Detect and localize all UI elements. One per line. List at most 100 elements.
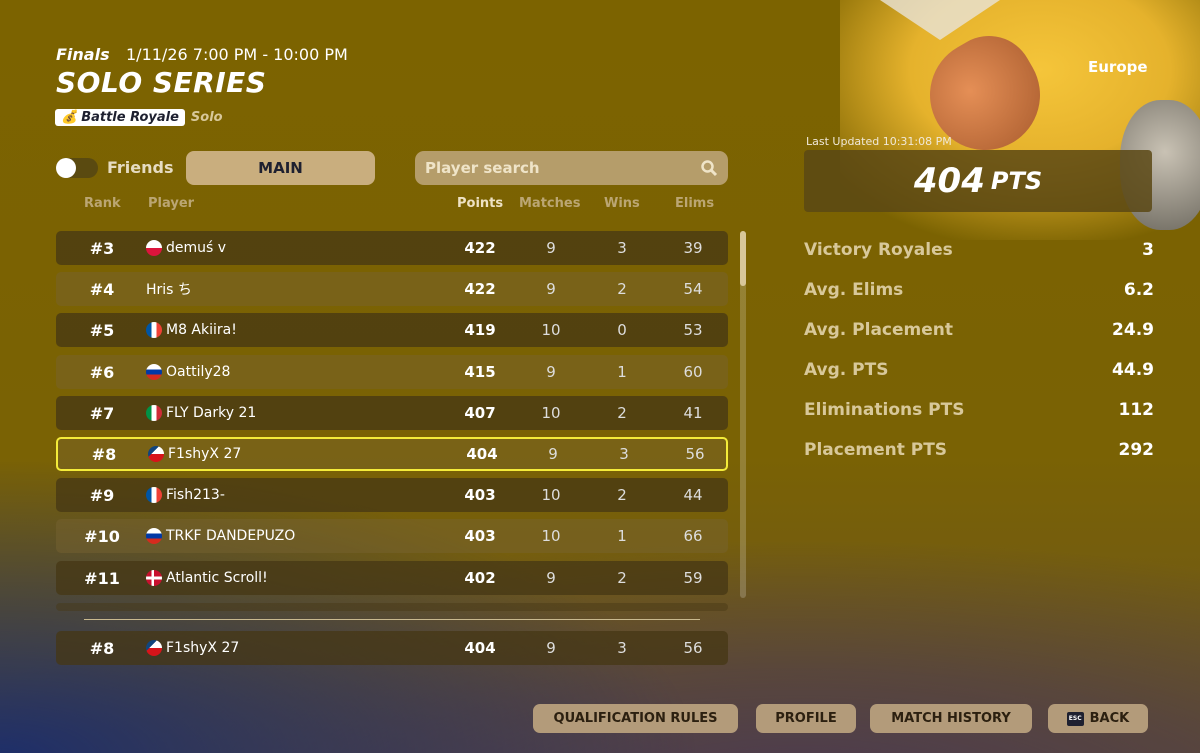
region-label: Europe [1088, 58, 1148, 76]
matches: 9 [546, 569, 556, 587]
qualification-rules-button[interactable]: QUALIFICATION RULES [533, 704, 738, 733]
search-icon[interactable] [700, 159, 718, 177]
stat-row: Avg. PTS 44.9 [804, 360, 1154, 380]
table-row[interactable]: #9 Fish213- 403 10 2 44 [56, 478, 728, 512]
event-datetime: 1/11/26 7:00 PM - 10:00 PM [126, 45, 348, 64]
player-cell: Oattily28 [146, 355, 436, 389]
matches: 9 [548, 445, 558, 463]
matches: 10 [541, 527, 561, 545]
money-bag-icon: 💰 [61, 110, 78, 125]
elims: 56 [685, 445, 705, 463]
stat-value: 44.9 [1112, 360, 1154, 380]
col-matches[interactable]: Matches [519, 196, 581, 211]
points: 422 [464, 239, 496, 257]
table-row[interactable]: #8 F1shyX 27 404 9 3 56 [56, 437, 728, 471]
player-cell: TRKF DANDEPUZO [146, 519, 436, 553]
player-name: F1shyX 27 [168, 446, 242, 462]
points: 419 [464, 321, 496, 339]
points: 403 [464, 527, 496, 545]
table-row[interactable]: #10 TRKF DANDEPUZO 403 10 1 66 [56, 519, 728, 553]
tab-main[interactable]: MAIN [186, 151, 375, 185]
player-cell: FLY Darky 21 [146, 396, 436, 430]
rank: #11 [84, 568, 120, 588]
stat-label: Avg. Placement [804, 320, 954, 340]
rank: #4 [89, 279, 115, 299]
page-title: SOLO SERIES [56, 66, 267, 99]
table-row[interactable]: #8 F1shyX 27 404 9 3 56 [56, 631, 728, 665]
divider [84, 619, 700, 620]
player-name: Oattily28 [166, 364, 231, 380]
player-cell: Atlantic Scroll! [146, 561, 436, 595]
wins: 2 [617, 280, 627, 298]
player-cell: Fish213- [146, 478, 436, 512]
partial-row [56, 603, 728, 611]
friends-label: Friends [107, 158, 174, 177]
stat-row: Eliminations PTS 112 [804, 400, 1154, 420]
points: 404 [466, 445, 498, 463]
flag-fr-icon [146, 487, 162, 503]
flag-it-icon [146, 405, 162, 421]
rank: #8 [89, 638, 115, 658]
matches: 10 [541, 321, 561, 339]
flag-fr-icon [146, 322, 162, 338]
total-points: 404 PTS [804, 150, 1152, 212]
player-name: FLY Darky 21 [166, 405, 257, 421]
points: 402 [464, 569, 496, 587]
stat-value: 24.9 [1112, 320, 1154, 340]
match-history-button[interactable]: MATCH HISTORY [870, 704, 1032, 733]
stat-value: 292 [1118, 440, 1155, 460]
col-elims[interactable]: Elims [675, 196, 715, 211]
stat-label: Victory Royales [804, 240, 953, 260]
player-search[interactable] [415, 151, 728, 185]
table-row[interactable]: #11 Atlantic Scroll! 402 9 2 59 [56, 561, 728, 595]
flag-cz-icon [146, 640, 162, 656]
elims: 54 [683, 280, 703, 298]
player-name: Hris ち [146, 282, 192, 298]
elims: 59 [683, 569, 703, 587]
matches: 9 [546, 280, 556, 298]
rank: #7 [89, 403, 115, 423]
wins: 2 [617, 404, 627, 422]
stat-label: Placement PTS [804, 440, 948, 460]
table-row[interactable]: #6 Oattily28 415 9 1 60 [56, 355, 728, 389]
player-name: M8 Akiira! [166, 322, 237, 338]
col-player: Player [148, 196, 195, 211]
rank: #9 [89, 485, 115, 505]
wins: 2 [617, 569, 627, 587]
elims: 44 [683, 486, 703, 504]
profile-button[interactable]: PROFILE [756, 704, 856, 733]
table-row[interactable]: #5 M8 Akiira! 419 10 0 53 [56, 313, 728, 347]
table-row[interactable]: #7 FLY Darky 21 407 10 2 41 [56, 396, 728, 430]
stat-label: Avg. Elims [804, 280, 904, 300]
scrollbar[interactable] [740, 231, 746, 598]
stat-value: 3 [1142, 240, 1154, 260]
elims: 41 [683, 404, 703, 422]
flag-pl-icon [146, 240, 162, 256]
table-row[interactable]: #4 Hris ち 422 9 2 54 [56, 272, 728, 306]
wins: 2 [617, 486, 627, 504]
points: 403 [464, 486, 496, 504]
points: 404 [464, 639, 496, 657]
search-input[interactable] [425, 159, 700, 177]
stat-row: Avg. Elims 6.2 [804, 280, 1154, 300]
player-name: F1shyX 27 [166, 640, 240, 656]
stat-row: Victory Royales 3 [804, 240, 1154, 260]
back-button[interactable]: ESC BACK [1048, 704, 1148, 733]
table-row[interactable]: #3 demuś v 422 9 3 39 [56, 231, 728, 265]
last-updated: Last Updated 10:31:08 PM [806, 135, 952, 148]
stage-label: Finals [56, 45, 110, 64]
player-name: TRKF DANDEPUZO [166, 528, 296, 544]
matches: 9 [546, 239, 556, 257]
scrollbar-thumb[interactable] [740, 231, 746, 286]
elims: 39 [683, 239, 703, 257]
col-points[interactable]: Points [457, 196, 504, 211]
rank: #8 [91, 444, 117, 464]
rank: #6 [89, 362, 115, 382]
flag-dk-icon [146, 570, 162, 586]
friends-toggle[interactable] [56, 158, 98, 178]
col-wins[interactable]: Wins [604, 196, 640, 211]
wins: 1 [617, 527, 627, 545]
wins: 0 [617, 321, 627, 339]
elims: 60 [683, 363, 703, 381]
wins: 3 [617, 239, 627, 257]
